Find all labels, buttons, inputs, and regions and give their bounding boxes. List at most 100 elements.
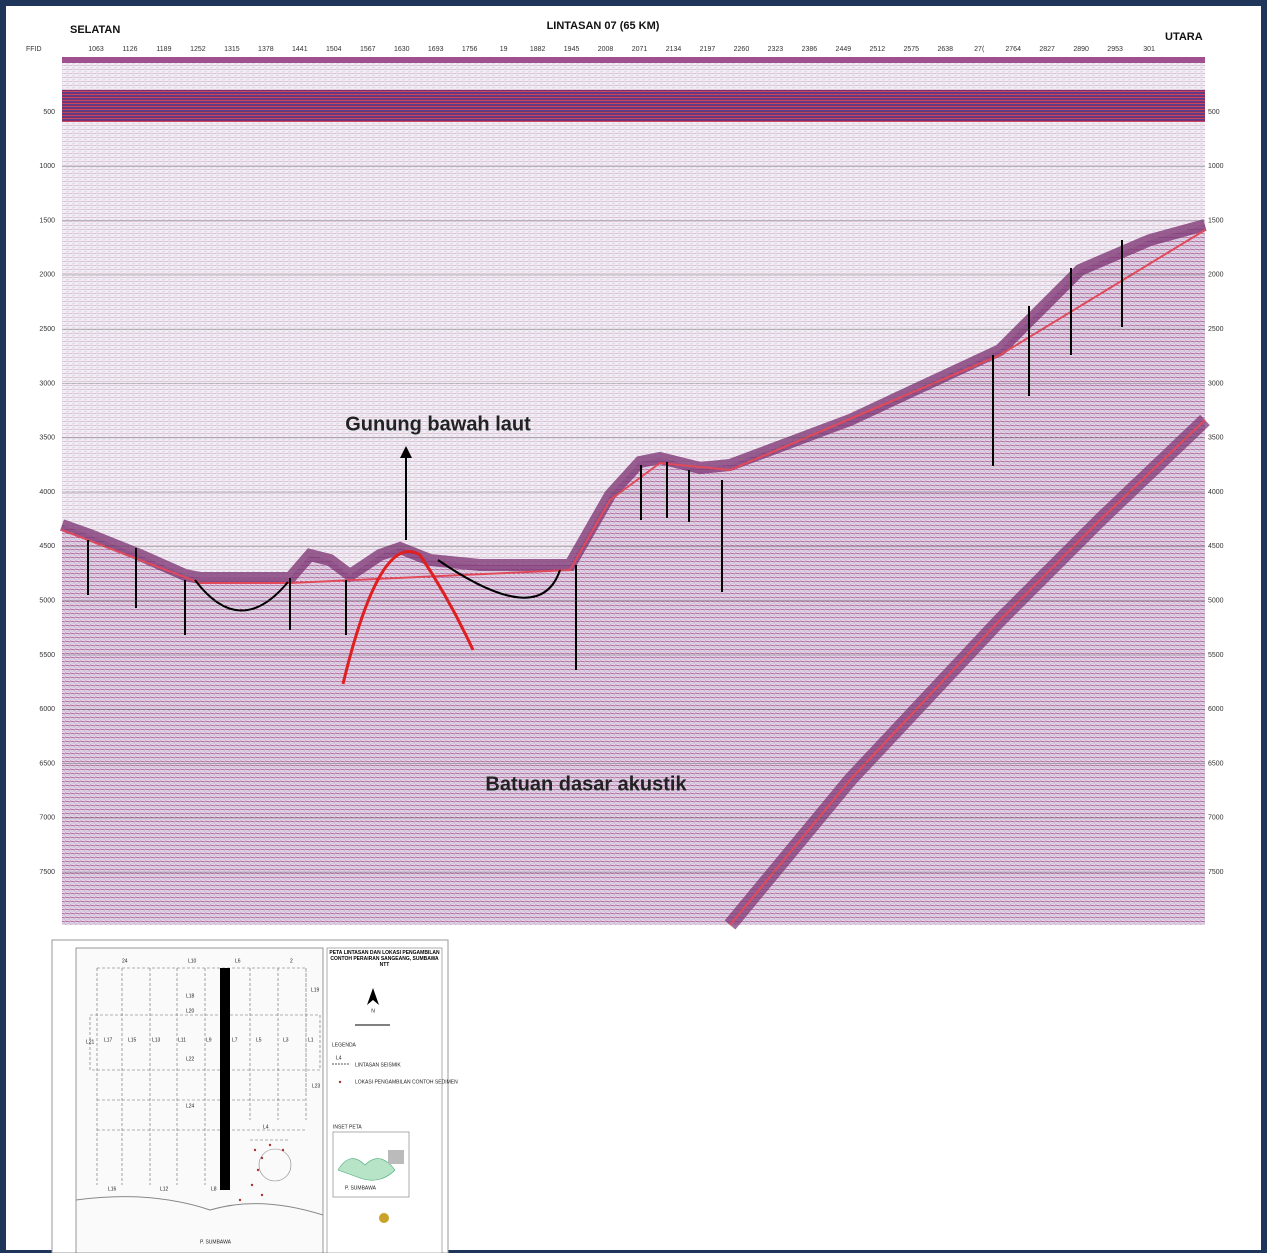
ffid-label: 2386 [802, 46, 818, 53]
map-label: L21 [86, 1039, 95, 1045]
map-label: L1 [308, 1037, 314, 1043]
depth-label-left: 4000 [39, 489, 55, 496]
seafloor [59, 219, 1207, 584]
ffid-label: 1567 [360, 46, 376, 53]
depth-label-right: 4000 [1208, 489, 1224, 496]
depth-label-right: 6500 [1208, 760, 1224, 767]
ffid-label: 2575 [903, 46, 919, 53]
basement-label: Batuan dasar akustik [485, 773, 687, 795]
map-label: L4 [263, 1124, 269, 1130]
depth-label-right: 1500 [1208, 217, 1224, 224]
ffid-label: 1504 [326, 46, 342, 53]
faults [87, 240, 1123, 670]
ffid-label: 19 [500, 46, 508, 53]
ffid-label: 1315 [224, 46, 240, 53]
ffid-label: 27( [974, 46, 985, 53]
ffid-label: 1063 [88, 46, 104, 53]
depth-label-right: 5500 [1208, 652, 1224, 659]
map-label: L15 [128, 1037, 137, 1043]
inset-island-label: P. SUMBAWA [345, 1185, 377, 1191]
ffid-label: 1693 [428, 46, 444, 53]
legend-sample-symbol [338, 1080, 342, 1084]
map-title-box: PETA LINTASAN DAN LOKASI PENGAMBILAN CON… [329, 950, 440, 968]
map-label: L22 [186, 1056, 195, 1062]
map-label: 24 [122, 958, 128, 964]
basin-right [437, 559, 561, 599]
basin-left [194, 579, 289, 612]
depth-label-right: 2500 [1208, 326, 1224, 333]
arrow-head [400, 446, 412, 458]
map-label: L16 [108, 1186, 117, 1192]
inset-box [388, 1150, 404, 1164]
north-arrow [367, 988, 379, 1005]
inset-title: INSET PETA [333, 1124, 362, 1130]
legend-line-text: LINTASAN SEISMIK [355, 1062, 401, 1068]
seismic-section: Gunung bawah laut Batuan dasar akustik [59, 57, 1210, 930]
map-label: L5 [256, 1037, 262, 1043]
depth-label-right: 6000 [1208, 706, 1224, 713]
axis-label: FFID [26, 46, 42, 53]
depth-label-right: 1000 [1208, 163, 1224, 170]
ffid-label: 2890 [1073, 46, 1089, 53]
island-outline [258, 1148, 292, 1182]
depth-label-right: 7000 [1208, 815, 1224, 822]
depth-label-left: 1000 [39, 163, 55, 170]
sample-points [238, 1143, 285, 1202]
legend-line-label: L4 [336, 1055, 342, 1061]
basement-red [729, 419, 1206, 926]
surface-band [62, 57, 1205, 63]
ffid-label: 2008 [598, 46, 614, 53]
sub-bottom [62, 225, 1205, 925]
depth-label-right: 500 [1208, 109, 1220, 116]
right-label: UTARA [1165, 31, 1203, 43]
depth-label-left: 5500 [39, 652, 55, 659]
depth-label-left: 6500 [39, 760, 55, 767]
legend-panel [326, 947, 443, 1254]
map-label: L11 [178, 1037, 186, 1043]
coastline [75, 1196, 324, 1216]
depth-label-right: 3500 [1208, 435, 1224, 442]
map-title: PETA LINTASAN DAN LOKASI PENGAMBILAN CON… [329, 950, 440, 968]
map-body [75, 947, 324, 1254]
ffid-label: 2260 [734, 46, 750, 53]
depth-label-left: 5000 [39, 598, 55, 605]
ffid-label: 1126 [122, 46, 137, 53]
depth-label-left: 1500 [39, 217, 55, 224]
ffid-label: 1882 [530, 46, 546, 53]
ffid-label: 2512 [870, 46, 886, 53]
depth-label-left: 3000 [39, 380, 55, 387]
logo [379, 1213, 389, 1223]
ffid-label: 2953 [1107, 46, 1123, 53]
map-label: L20 [186, 1008, 195, 1014]
depth-label-left: 4500 [39, 543, 55, 550]
ffid-label: 1252 [190, 46, 206, 53]
legend-sample-text: LOKASI PENGAMBILAN CONTOH SEDIMEN [355, 1079, 458, 1085]
ffid-label: 1630 [394, 46, 410, 53]
map-label: L3 [283, 1037, 289, 1043]
depth-label-left: 2500 [39, 326, 55, 333]
map-label: L7 [232, 1037, 238, 1043]
ffid-label: 2197 [700, 46, 716, 53]
map-label: L6 [235, 958, 241, 964]
map-label: L8 [211, 1186, 217, 1192]
ffid-label: 301 [1143, 46, 1155, 53]
map-label: L17 [104, 1037, 113, 1043]
depth-label-left: 3500 [39, 435, 55, 442]
depth-label-left: 500 [43, 109, 55, 116]
map-label: L18 [186, 993, 195, 999]
ffid-label: 2323 [768, 46, 784, 53]
location-map: 24 L10 L6 2 L21 L17 L15 L13 L11 L9 L7 L5… [51, 939, 458, 1254]
depth-label-right: 2000 [1208, 272, 1224, 279]
ffid-label: 2638 [937, 46, 953, 53]
depth-label-right: 5000 [1208, 598, 1224, 605]
depth-label-left: 7500 [39, 869, 55, 876]
left-label: SELATAN [70, 24, 120, 36]
north-label: N [371, 1008, 375, 1014]
direct-arrival [62, 90, 1205, 122]
ffid-label: 2764 [1005, 46, 1021, 53]
seamount-outline [341, 550, 475, 685]
ffid-label: 1756 [462, 46, 478, 53]
inset-island [337, 1158, 396, 1181]
ffid-label: 2134 [666, 46, 682, 53]
